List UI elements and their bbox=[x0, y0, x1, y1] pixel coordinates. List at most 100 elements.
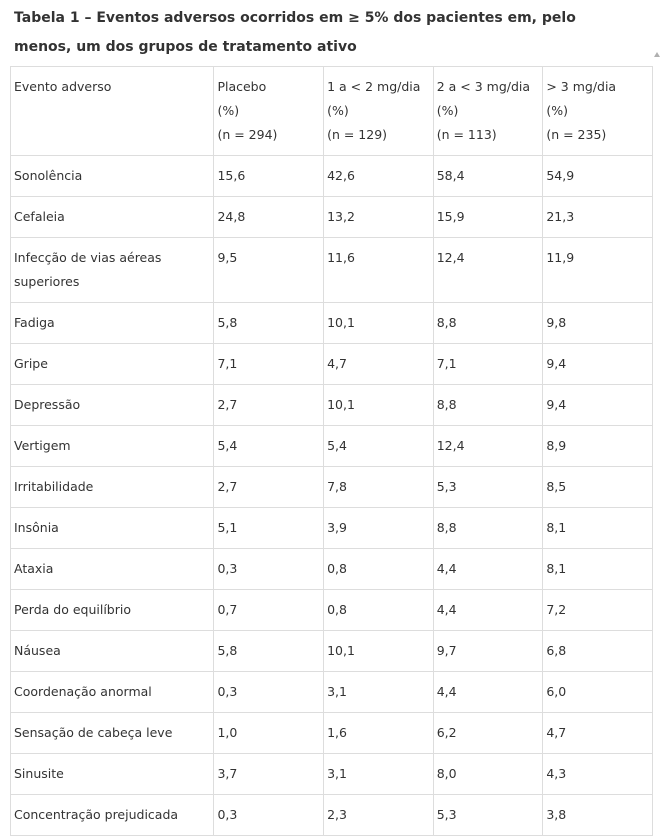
cell-dose-1: 1,6 bbox=[323, 712, 434, 754]
header-placebo-unit: (%) bbox=[217, 103, 240, 118]
header-dose-2: 2 a < 3 mg/dia (%) (n = 113) bbox=[432, 66, 544, 156]
cell-dose-2: 12,4 bbox=[432, 425, 544, 467]
cell-placebo: 9,5 bbox=[213, 237, 325, 303]
cell-dose-3: 7,2 bbox=[542, 589, 653, 631]
header-dose-3-n: (n = 235) bbox=[546, 127, 607, 142]
cell-dose-2: 8,8 bbox=[432, 302, 544, 344]
cell-event: Gripe bbox=[9, 343, 215, 385]
cell-dose-1: 3,9 bbox=[323, 507, 434, 549]
scrollbar[interactable] bbox=[654, 46, 661, 814]
table-row: Fadiga 5,8 10,1 8,8 9,8 bbox=[9, 302, 653, 344]
cell-dose-3: 8,5 bbox=[542, 466, 653, 508]
cell-dose-1: 3,1 bbox=[323, 753, 434, 795]
table-row: Irritabilidade 2,7 7,8 5,3 8,5 bbox=[9, 466, 653, 508]
table-row: Náusea 5,8 10,1 9,7 6,8 bbox=[9, 630, 653, 672]
cell-dose-3: 9,8 bbox=[542, 302, 653, 344]
table-row: Sinusite 3,7 3,1 8,0 4,3 bbox=[9, 753, 653, 795]
cell-placebo: 7,1 bbox=[213, 343, 325, 385]
scroll-up-arrow-icon[interactable] bbox=[654, 52, 660, 57]
cell-placebo: 5,1 bbox=[213, 507, 325, 549]
table-row: Depressão 2,7 10,1 8,8 9,4 bbox=[9, 384, 653, 426]
header-dose-1-label: 1 a < 2 mg/dia bbox=[327, 79, 421, 94]
cell-event: Náusea bbox=[9, 630, 215, 672]
cell-dose-3: 8,9 bbox=[542, 425, 653, 467]
header-dose-1-n: (n = 129) bbox=[327, 127, 388, 142]
cell-dose-1: 13,2 bbox=[323, 196, 434, 238]
table-row: Infecção de vias aéreas superiores 9,5 11,… bbox=[9, 237, 653, 303]
cell-dose-1: 10,1 bbox=[323, 302, 434, 344]
cell-placebo: 2,7 bbox=[213, 384, 325, 426]
table-header-row: Evento adverso Placebo (%) (n = 294) 1 a… bbox=[9, 66, 653, 156]
cell-event: Sensação de cabeça leve bbox=[9, 712, 215, 754]
table-row: Cefaleia 24,8 13,2 15,9 21,3 bbox=[9, 196, 653, 238]
header-dose-3: > 3 mg/dia (%) (n = 235) bbox=[542, 66, 653, 156]
cell-dose-1: 10,1 bbox=[323, 384, 434, 426]
cell-dose-2: 4,4 bbox=[432, 589, 544, 631]
table-row: Insônia 5,1 3,9 8,8 8,1 bbox=[9, 507, 653, 549]
cell-dose-1: 4,7 bbox=[323, 343, 434, 385]
header-dose-2-n: (n = 113) bbox=[436, 127, 497, 142]
adverse-events-table: Evento adverso Placebo (%) (n = 294) 1 a… bbox=[9, 66, 653, 836]
cell-dose-1: 0,8 bbox=[323, 589, 434, 631]
cell-dose-2: 7,1 bbox=[432, 343, 544, 385]
cell-dose-3: 3,8 bbox=[542, 794, 653, 836]
cell-event: Vertigem bbox=[9, 425, 215, 467]
header-dose-1: 1 a < 2 mg/dia (%) (n = 129) bbox=[323, 66, 434, 156]
header-dose-3-label: > 3 mg/dia bbox=[546, 79, 617, 94]
table-row: Vertigem 5,4 5,4 12,4 8,9 bbox=[9, 425, 653, 467]
cell-placebo: 0,7 bbox=[213, 589, 325, 631]
cell-dose-2: 12,4 bbox=[432, 237, 544, 303]
header-event: Evento adverso bbox=[9, 66, 215, 156]
cell-dose-2: 8,0 bbox=[432, 753, 544, 795]
table-row: Sensação de cabeça leve 1,0 1,6 6,2 4,7 bbox=[9, 712, 653, 754]
cell-event: Infecção de vias aéreas superiores bbox=[9, 237, 215, 303]
table-row: Gripe 7,1 4,7 7,1 9,4 bbox=[9, 343, 653, 385]
cell-dose-3: 9,4 bbox=[542, 343, 653, 385]
cell-dose-2: 5,3 bbox=[432, 794, 544, 836]
table-row: Coordenação anormal 0,3 3,1 4,4 6,0 bbox=[9, 671, 653, 713]
cell-dose-3: 8,1 bbox=[542, 507, 653, 549]
header-placebo: Placebo (%) (n = 294) bbox=[213, 66, 325, 156]
header-placebo-n: (n = 294) bbox=[217, 127, 278, 142]
cell-dose-2: 8,8 bbox=[432, 384, 544, 426]
table-title: Tabela 1 – Eventos adversos ocorridos em… bbox=[14, 10, 576, 55]
cell-placebo: 0,3 bbox=[213, 794, 325, 836]
cell-placebo: 2,7 bbox=[213, 466, 325, 508]
cell-event: Cefaleia bbox=[9, 196, 215, 238]
cell-dose-2: 9,7 bbox=[432, 630, 544, 672]
cell-dose-1: 0,8 bbox=[323, 548, 434, 590]
cell-dose-3: 6,8 bbox=[542, 630, 653, 672]
cell-dose-1: 11,6 bbox=[323, 237, 434, 303]
header-dose-2-unit: (%) bbox=[436, 103, 459, 118]
cell-dose-1: 3,1 bbox=[323, 671, 434, 713]
table-row: Perda do equilíbrio 0,7 0,8 4,4 7,2 bbox=[9, 589, 653, 631]
cell-dose-1: 2,3 bbox=[323, 794, 434, 836]
cell-dose-2: 15,9 bbox=[432, 196, 544, 238]
table-row: Concentração prejudicada 0,3 2,3 5,3 3,8 bbox=[9, 794, 653, 836]
cell-dose-2: 5,3 bbox=[432, 466, 544, 508]
cell-dose-2: 4,4 bbox=[432, 671, 544, 713]
cell-placebo: 5,4 bbox=[213, 425, 325, 467]
cell-dose-2: 4,4 bbox=[432, 548, 544, 590]
header-dose-1-unit: (%) bbox=[327, 103, 349, 118]
cell-placebo: 0,3 bbox=[213, 671, 325, 713]
cell-event: Sonolência bbox=[9, 155, 215, 197]
cell-dose-3: 54,9 bbox=[542, 155, 653, 197]
cell-event: Irritabilidade bbox=[9, 466, 215, 508]
header-placebo-label: Placebo bbox=[217, 79, 267, 94]
cell-event: Insônia bbox=[9, 507, 215, 549]
cell-event: Concentração prejudicada bbox=[9, 794, 215, 836]
header-event-label: Evento adverso bbox=[14, 79, 112, 94]
cell-dose-3: 4,3 bbox=[542, 753, 653, 795]
cell-placebo: 5,8 bbox=[213, 302, 325, 344]
cell-placebo: 24,8 bbox=[213, 196, 325, 238]
cell-dose-2: 8,8 bbox=[432, 507, 544, 549]
cell-dose-1: 10,1 bbox=[323, 630, 434, 672]
cell-dose-2: 58,4 bbox=[432, 155, 544, 197]
cell-dose-1: 42,6 bbox=[323, 155, 434, 197]
cell-event: Ataxia bbox=[9, 548, 215, 590]
cell-event: Coordenação anormal bbox=[9, 671, 215, 713]
table-row: Sonolência 15,6 42,6 58,4 54,9 bbox=[9, 155, 653, 197]
cell-placebo: 5,8 bbox=[213, 630, 325, 672]
cell-event: Fadiga bbox=[9, 302, 215, 344]
